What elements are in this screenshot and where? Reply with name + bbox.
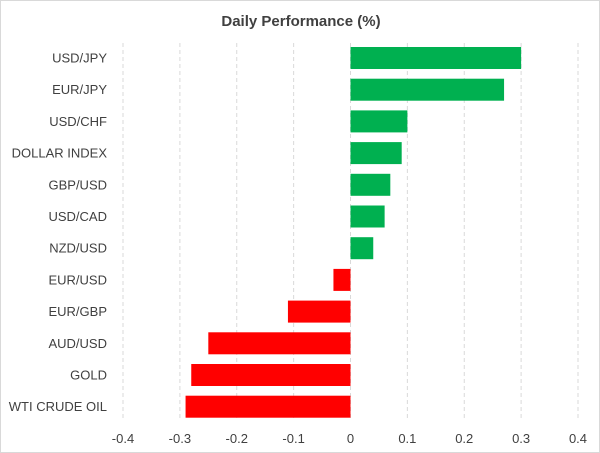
x-tick-label: 0.4 (569, 431, 587, 446)
bar-nzd-usd (350, 237, 374, 260)
bar-aud-usd (208, 332, 351, 355)
bar-eur-jpy (350, 78, 505, 101)
x-tick-label: -0.1 (282, 431, 304, 446)
category-labels: USD/JPY EUR/JPY USD/CHF DOLLAR INDEX GBP/USD… (9, 51, 108, 415)
bars (185, 47, 522, 418)
category-label: EUR/GBP (48, 304, 107, 319)
bar-dollar-index (350, 142, 402, 165)
category-label: USD/CHF (49, 114, 107, 129)
x-tick-label: -0.4 (112, 431, 134, 446)
category-label: EUR/USD (48, 272, 107, 287)
x-axis-tick-labels: -0.4 -0.3 -0.2 -0.1 0 0.1 0.2 0.3 0.4 (112, 431, 587, 446)
x-tick-label: 0.1 (398, 431, 416, 446)
category-label: GBP/USD (48, 177, 107, 192)
category-label: EUR/JPY (52, 82, 107, 97)
bar-wti-crude-oil (185, 395, 351, 418)
category-label: AUD/USD (48, 336, 107, 351)
bar-usd-cad (350, 205, 385, 228)
category-label: USD/JPY (52, 51, 107, 66)
category-label: USD/CAD (48, 209, 107, 224)
x-tick-label: 0 (347, 431, 354, 446)
bar-usd-jpy (350, 47, 522, 69)
category-label: DOLLAR INDEX (12, 146, 108, 161)
bar-usd-chf (350, 110, 408, 133)
chart-title: Daily Performance (%) (221, 13, 380, 30)
bar-gold (191, 364, 351, 386)
x-tick-label: 0.2 (455, 431, 473, 446)
grid-lines (122, 43, 579, 421)
x-tick-label: -0.2 (226, 431, 248, 446)
bar-eur-gbp (287, 300, 351, 323)
bar-gbp-usd (350, 173, 391, 196)
x-tick-label: 0.3 (512, 431, 530, 446)
category-label: WTI CRUDE OIL (9, 399, 107, 414)
bar-eur-usd (333, 268, 351, 291)
category-label: NZD/USD (49, 241, 107, 256)
x-tick-label: -0.3 (169, 431, 191, 446)
category-label: GOLD (70, 368, 107, 383)
